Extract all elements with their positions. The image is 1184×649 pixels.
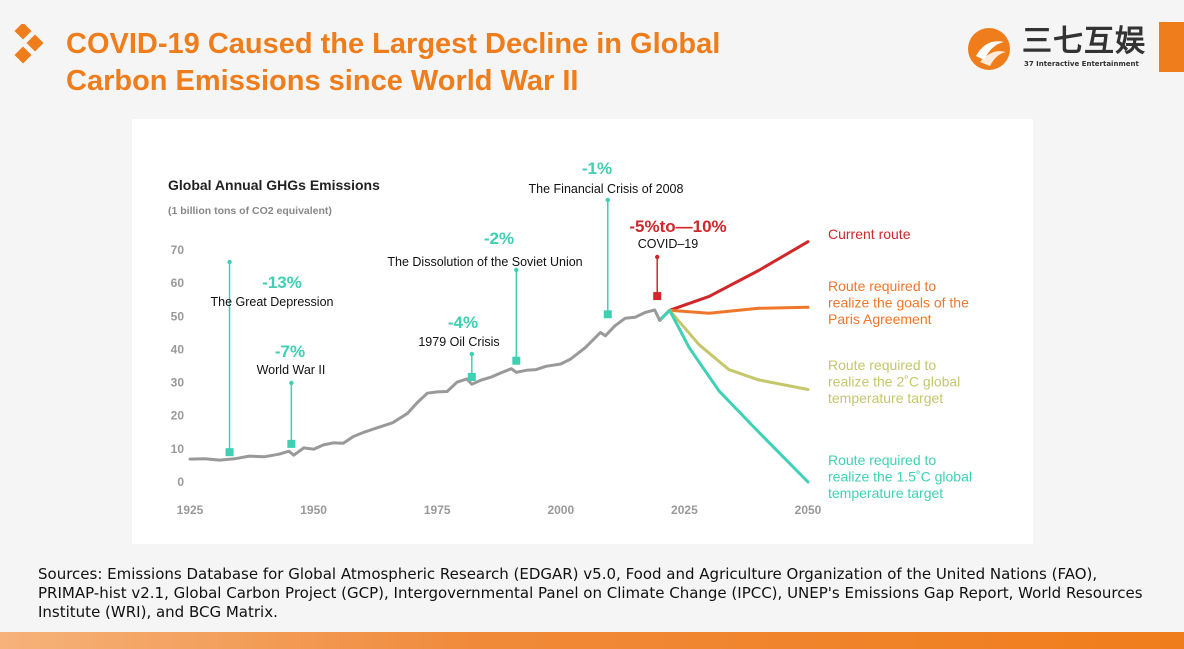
x-tick-label: 1925 xyxy=(177,503,204,517)
legend-entry-line: realize the goals of the xyxy=(828,295,969,311)
annotation-label: The Financial Crisis of 2008 xyxy=(529,182,684,196)
annotation-percentage: -4% xyxy=(448,313,478,332)
y-tick-label: 60 xyxy=(171,276,185,290)
historical-emissions-line xyxy=(188,308,662,462)
legend-entry-line: temperature target xyxy=(828,485,943,501)
y-tick-label: 50 xyxy=(171,309,185,323)
logo-mark-icon xyxy=(968,28,1010,70)
x-tick-label: 1950 xyxy=(300,503,327,517)
projection-line xyxy=(658,308,810,391)
page-title-line-1: COVID-19 Caused the Largest Decline in G… xyxy=(66,28,721,60)
annotation-leader-dot xyxy=(469,351,475,357)
bottom-accent-bar xyxy=(0,632,1184,649)
annotation-leader-dot xyxy=(514,267,519,273)
legend-entry: Current route xyxy=(828,226,911,242)
annotation-label: The Dissolution of the Soviet Union xyxy=(387,255,582,269)
legend-entry-line: realize the 1.5˚C global xyxy=(828,469,972,485)
annotation-label: 1979 Oil Crisis xyxy=(418,335,499,349)
annotation-leader-dot xyxy=(605,197,610,203)
annotation-marker xyxy=(287,439,296,448)
annotation-marker xyxy=(225,448,234,457)
chart-title: Global Annual GHGs Emissions xyxy=(168,177,380,193)
logo-name-en: 37 Interactive Entertainment xyxy=(1024,60,1139,68)
annotation-percentage: -7% xyxy=(275,342,305,361)
annotation-label: The Great Depression xyxy=(211,295,334,309)
projection-line xyxy=(658,305,810,322)
y-tick-label: 70 xyxy=(171,243,185,257)
y-tick-label: 30 xyxy=(171,376,185,390)
legend-entry-line: realize the 2˚C global xyxy=(828,374,960,390)
annotation-percentage: -1% xyxy=(582,159,612,178)
page-title: COVID-19 Caused the Largest Decline in G… xyxy=(66,26,826,100)
annotation-leader-dot xyxy=(289,380,294,386)
annotation-percentage: -13% xyxy=(262,273,302,292)
page-title-line-2: Carbon Emissions since World War II xyxy=(66,65,579,97)
legend-entry-line: Route required to xyxy=(828,452,936,468)
annotation-label: World War II xyxy=(257,363,326,377)
x-tick-label: 2050 xyxy=(795,503,822,517)
annotation-leader-dot xyxy=(655,254,660,260)
x-tick-label: 1975 xyxy=(424,503,451,517)
chart-panel: Global Annual GHGs Emissions (1 billion t… xyxy=(132,119,1033,544)
legend-entry-line: temperature target xyxy=(828,390,943,406)
x-tick-label: 2000 xyxy=(547,503,574,517)
annotation-marker xyxy=(603,310,612,319)
logo-accent-bar xyxy=(1159,22,1184,72)
annotation-leader-dot xyxy=(227,259,232,265)
y-tick-label: 10 xyxy=(171,442,185,456)
y-tick-label: 0 xyxy=(177,475,184,489)
projection-line xyxy=(658,308,810,484)
annotation-marker xyxy=(512,356,521,365)
diamond-icon xyxy=(14,24,44,64)
x-tick-label: 2025 xyxy=(671,503,698,517)
legend-entry: Route required to realize the 2˚C global t… xyxy=(828,357,960,406)
annotation-marker xyxy=(467,372,476,381)
sources-note: Sources: Emissions Database for Global A… xyxy=(38,565,1143,621)
y-tick-label: 40 xyxy=(171,342,185,356)
legend-entry: Route required to realize the 1.5˚C globa… xyxy=(828,452,972,501)
legend-entry-line: Route required to xyxy=(828,278,936,294)
company-logo: 三七互娱 37 Interactive Entertainment xyxy=(966,22,1184,74)
annotation-marker xyxy=(653,292,662,301)
legend-entry-line: Current route xyxy=(828,226,911,242)
legend-entry-line: Route required to xyxy=(828,357,936,373)
logo-name-cn: 三七互娱 xyxy=(1022,24,1146,59)
y-tick-label: 20 xyxy=(171,409,185,423)
annotation-percentage: -2% xyxy=(484,229,514,248)
legend-entry: Route required to realize the goals of th… xyxy=(828,278,969,327)
emissions-chart: Global Annual GHGs Emissions (1 billion t… xyxy=(168,159,972,517)
chart-subtitle: (1 billion tons of CO2 equivalent) xyxy=(168,205,332,217)
annotation-label: COVID–19 xyxy=(638,237,698,251)
legend-entry-line: Paris Agreement xyxy=(828,311,932,327)
annotation-percentage: -5%to—10% xyxy=(629,217,726,236)
